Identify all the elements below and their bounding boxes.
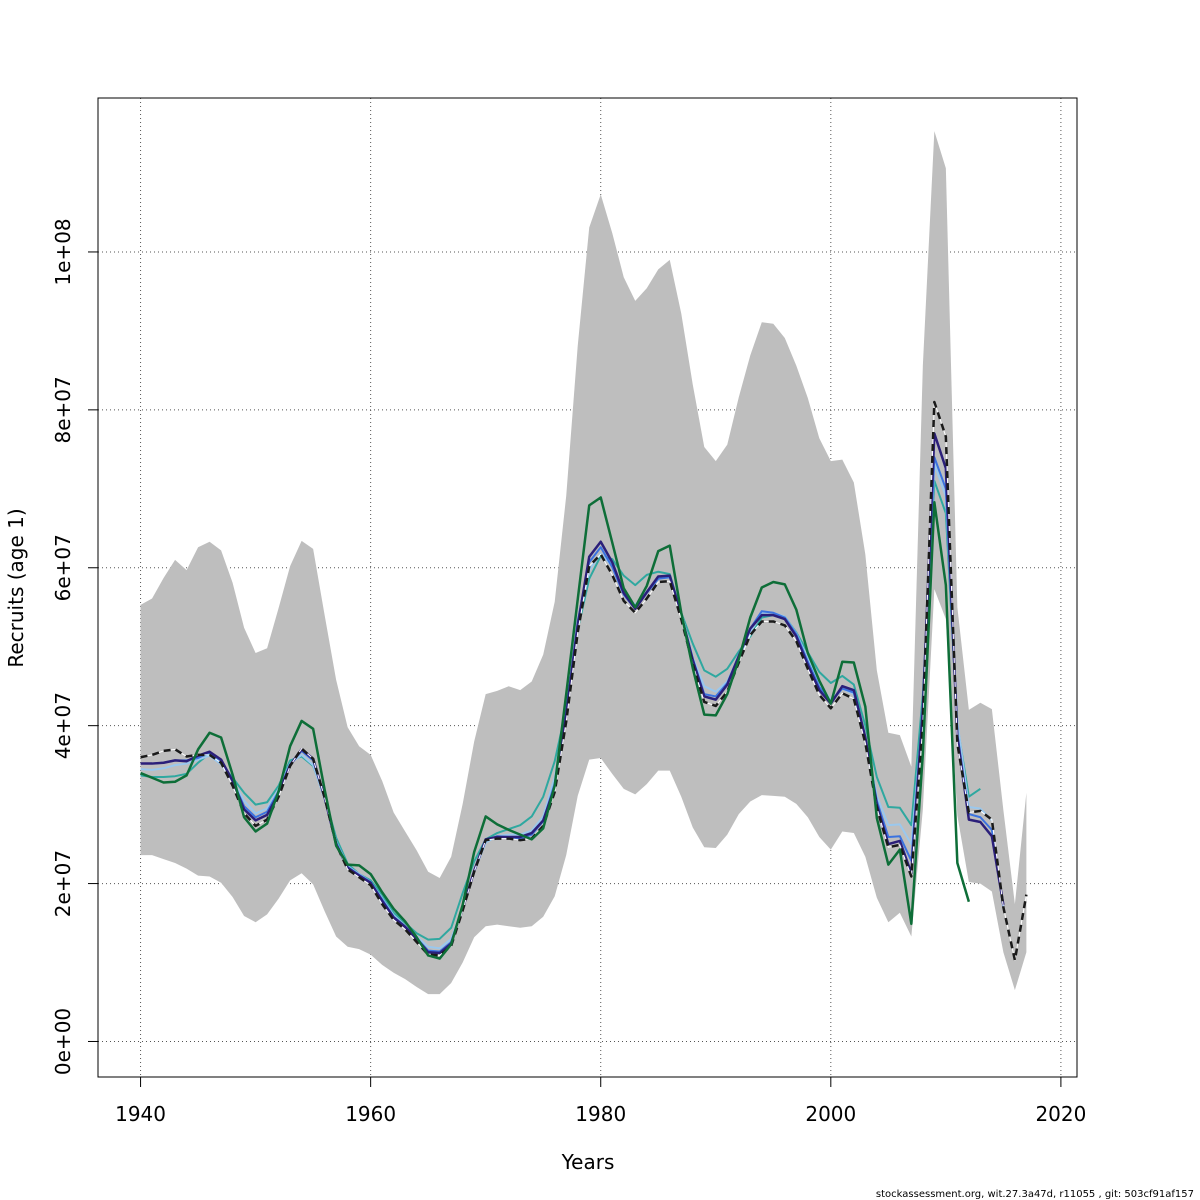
- x-tick-label: 1980: [575, 1102, 626, 1126]
- x-tick-label: 2000: [805, 1102, 856, 1126]
- y-tick-label: 6e+07: [51, 534, 75, 601]
- y-tick-label: 8e+07: [51, 376, 75, 443]
- y-tick-label: 4e+07: [51, 692, 75, 759]
- series-line-green: [140, 496, 971, 960]
- x-tick-label: 1960: [345, 1102, 396, 1126]
- y-axis: 0e+00 2e+07 4e+07 6e+07 8e+07 1e+08: [51, 218, 99, 1075]
- y-tick-label: 0e+00: [51, 1008, 75, 1075]
- x-tick-label: 2020: [1035, 1102, 1086, 1126]
- series-line-base-highlight: [140, 401, 1027, 961]
- series-line-navy: [140, 432, 1005, 955]
- series-lines: [140, 400, 1028, 962]
- x-axis-title: Years: [561, 1150, 615, 1174]
- y-tick-label: 1e+08: [51, 218, 75, 285]
- x-axis: 1940 1960 1980 2000 2020: [115, 1076, 1086, 1126]
- y-axis-title: Recruits (age 1): [4, 508, 28, 667]
- footer-note: stockassessment.org, wit.27.3a47d, r1105…: [876, 1189, 1194, 1200]
- y-tick-label: 2e+07: [51, 850, 75, 917]
- x-tick-label: 1940: [115, 1102, 166, 1126]
